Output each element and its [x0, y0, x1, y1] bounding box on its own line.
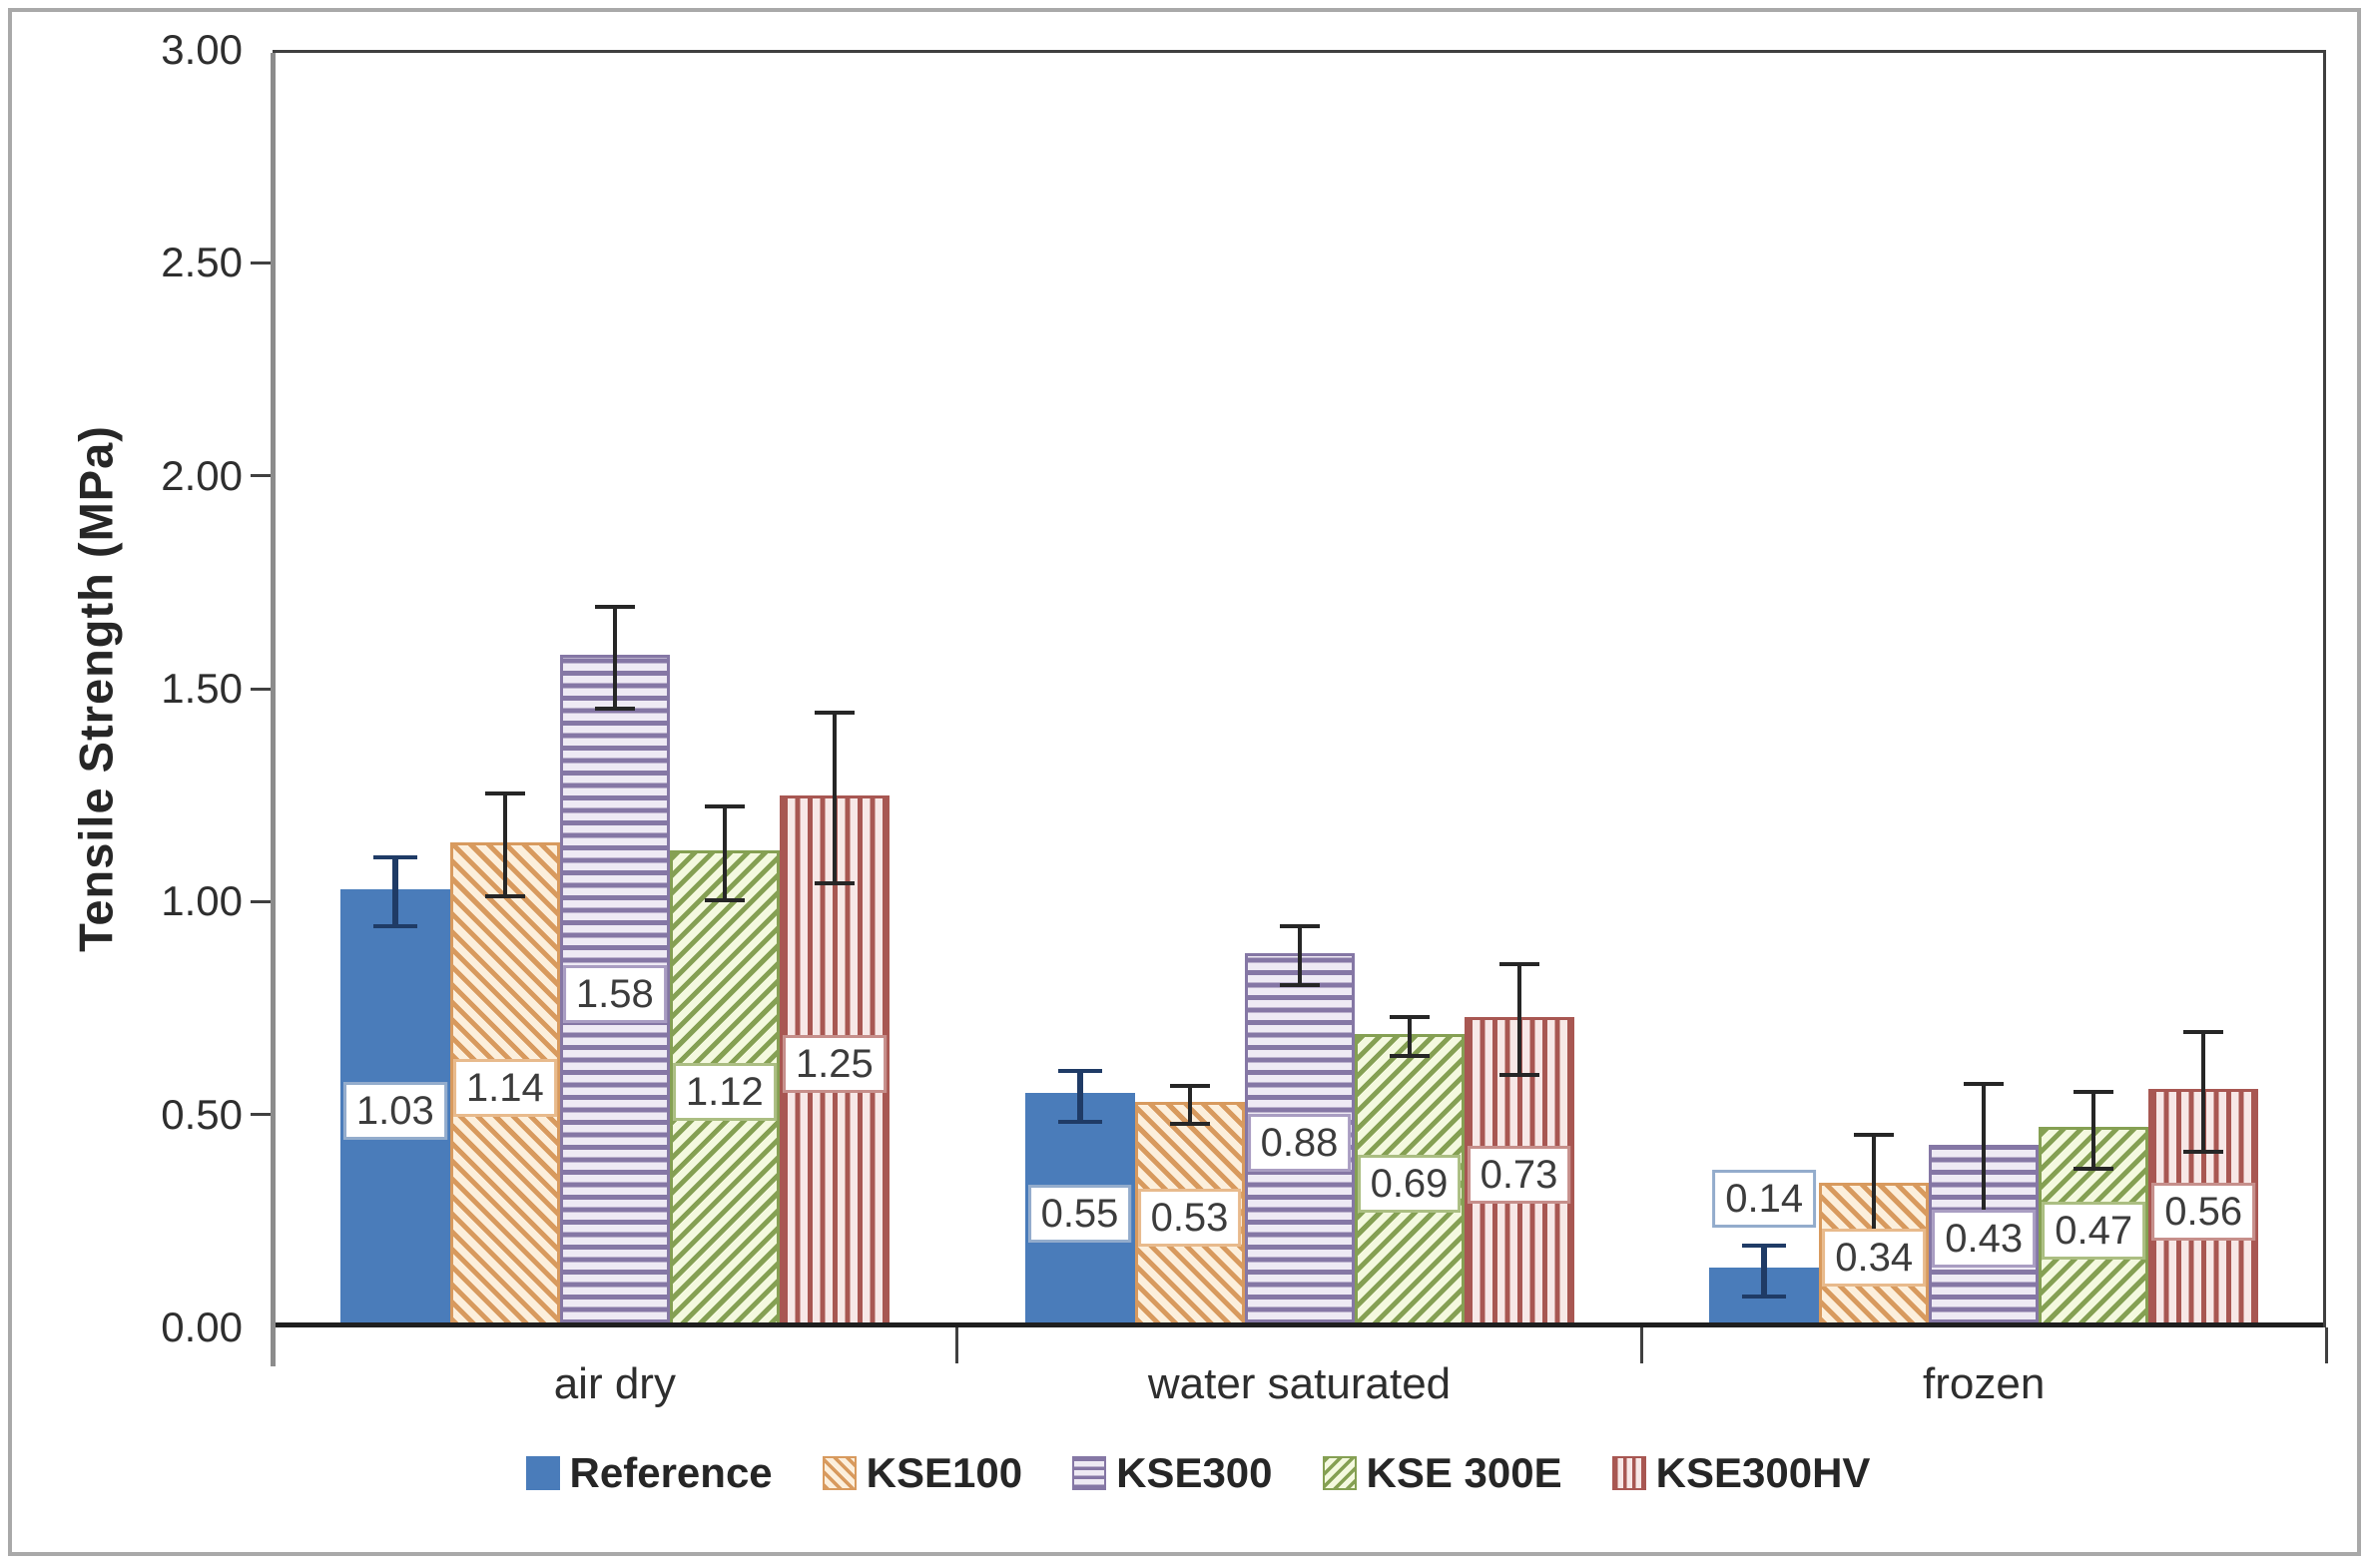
value-label: 0.47: [2042, 1201, 2146, 1260]
legend-swatch-icon: [1072, 1456, 1107, 1490]
y-tick-mark: [251, 687, 273, 691]
legend-swatch-icon: [822, 1456, 857, 1490]
error-bar-cap: [2074, 1166, 2114, 1171]
y-tick-mark: [251, 261, 273, 264]
y-tick-label: 1.00: [161, 877, 243, 925]
error-bar: [1761, 1245, 1768, 1297]
error-bar: [722, 806, 727, 901]
y-tick-label: 1.50: [161, 665, 243, 712]
value-label: 0.14: [1712, 1170, 1817, 1229]
error-bar-cap: [704, 804, 745, 809]
legend-swatch-icon: [1322, 1456, 1357, 1490]
error-bar: [1297, 925, 1302, 986]
value-label: 0.53: [1137, 1188, 1242, 1247]
error-bar: [1407, 1017, 1412, 1056]
y-tick-label: 3.00: [161, 26, 243, 73]
legend-label: Reference: [569, 1449, 773, 1496]
legend-label: KSE100: [866, 1449, 1023, 1496]
error-bar-cap: [1854, 1132, 1895, 1137]
legend-item: Reference: [525, 1449, 773, 1497]
plot-area: 1.03 1.14 1.58 1.12 1.25 0.55 0.53 0.88 0.69 0.73…: [271, 50, 2326, 1366]
value-label: 1.14: [452, 1058, 557, 1117]
x-category-label: frozen: [1923, 1359, 2046, 1408]
y-tick-mark: [251, 474, 273, 478]
error-bar: [2091, 1092, 2096, 1169]
error-bar-cap: [1169, 1083, 1210, 1088]
error-bar-cap: [1742, 1243, 1787, 1248]
value-label: 0.56: [2151, 1182, 2256, 1241]
error-bar: [1187, 1085, 1192, 1125]
error-bar: [1516, 964, 1521, 1075]
x-tick-mark: [955, 1327, 959, 1363]
error-bar: [502, 793, 507, 896]
error-bar-cap: [594, 604, 635, 609]
value-label: 1.03: [342, 1082, 447, 1141]
legend-swatch-icon: [1611, 1456, 1646, 1490]
error-bar: [612, 606, 617, 710]
error-bar-cap: [814, 711, 855, 716]
error-bar-cap: [372, 855, 417, 860]
legend: Reference KSE100 KSE300 KSE 300E KSE300HV: [150, 1449, 2246, 1497]
error-bar-cap: [2074, 1090, 2114, 1095]
error-bar-cap: [1498, 962, 1539, 967]
legend-label: KSE300: [1116, 1449, 1273, 1496]
legend-swatch-icon: [525, 1456, 560, 1490]
error-bar-cap: [484, 791, 525, 796]
value-label: 0.55: [1027, 1184, 1132, 1243]
legend-item: KSE300HV: [1611, 1449, 1871, 1497]
x-category-label: water saturated: [1147, 1359, 1452, 1408]
y-tick-label: 2.50: [161, 239, 243, 286]
error-bar: [391, 857, 398, 926]
error-bar-cap: [1742, 1294, 1787, 1299]
error-bar-cap: [1057, 1068, 1102, 1073]
error-bar-cap: [1279, 923, 1320, 928]
value-label: 1.12: [672, 1063, 777, 1122]
x-category-label: air dry: [553, 1359, 676, 1408]
error-bar-cap: [814, 881, 855, 885]
value-label: 1.58: [562, 964, 667, 1023]
error-bar-cap: [2183, 1030, 2224, 1035]
error-bar: [2201, 1032, 2206, 1152]
error-bar-cap: [1389, 1015, 1430, 1020]
error-bar-cap: [1498, 1073, 1539, 1077]
y-tick-label: 0.00: [161, 1304, 243, 1350]
y-axis-line: [271, 53, 276, 1366]
error-bar-cap: [704, 898, 745, 903]
error-bar-cap: [484, 893, 525, 898]
error-bar-cap: [1169, 1122, 1210, 1127]
error-bar-cap: [372, 923, 417, 928]
error-bar: [832, 713, 837, 883]
legend-item: KSE 300E: [1322, 1449, 1562, 1497]
y-tick-mark: [251, 1113, 273, 1117]
legend-label: KSE300HV: [1655, 1449, 1871, 1496]
x-tick-mark: [1639, 1327, 1643, 1363]
error-bar-cap: [1964, 1081, 2005, 1086]
value-label: 0.43: [1932, 1210, 2037, 1269]
x-axis-line: [273, 1322, 2323, 1327]
error-bar-cap: [1279, 983, 1320, 988]
value-label: 0.69: [1357, 1154, 1462, 1213]
error-bar: [1982, 1083, 1987, 1212]
y-tick-mark: [251, 899, 273, 903]
error-bar: [1076, 1070, 1083, 1122]
y-tick-label: 0.50: [161, 1090, 243, 1138]
error-bar-cap: [1389, 1053, 1430, 1058]
error-bar-cap: [594, 707, 635, 712]
legend-item: KSE100: [822, 1449, 1023, 1497]
value-label: 1.25: [782, 1035, 887, 1094]
x-tick-mark: [2324, 1327, 2328, 1363]
y-tick-label: 2.00: [161, 451, 243, 499]
error-bar: [1872, 1134, 1877, 1238]
error-bar-cap: [2183, 1149, 2224, 1154]
value-label: 0.34: [1822, 1229, 1927, 1288]
legend-item: KSE300: [1072, 1449, 1273, 1497]
value-label: 0.88: [1247, 1114, 1352, 1173]
legend-label: KSE 300E: [1366, 1449, 1562, 1496]
value-label: 0.73: [1467, 1146, 1571, 1205]
error-bar-cap: [1057, 1119, 1102, 1124]
